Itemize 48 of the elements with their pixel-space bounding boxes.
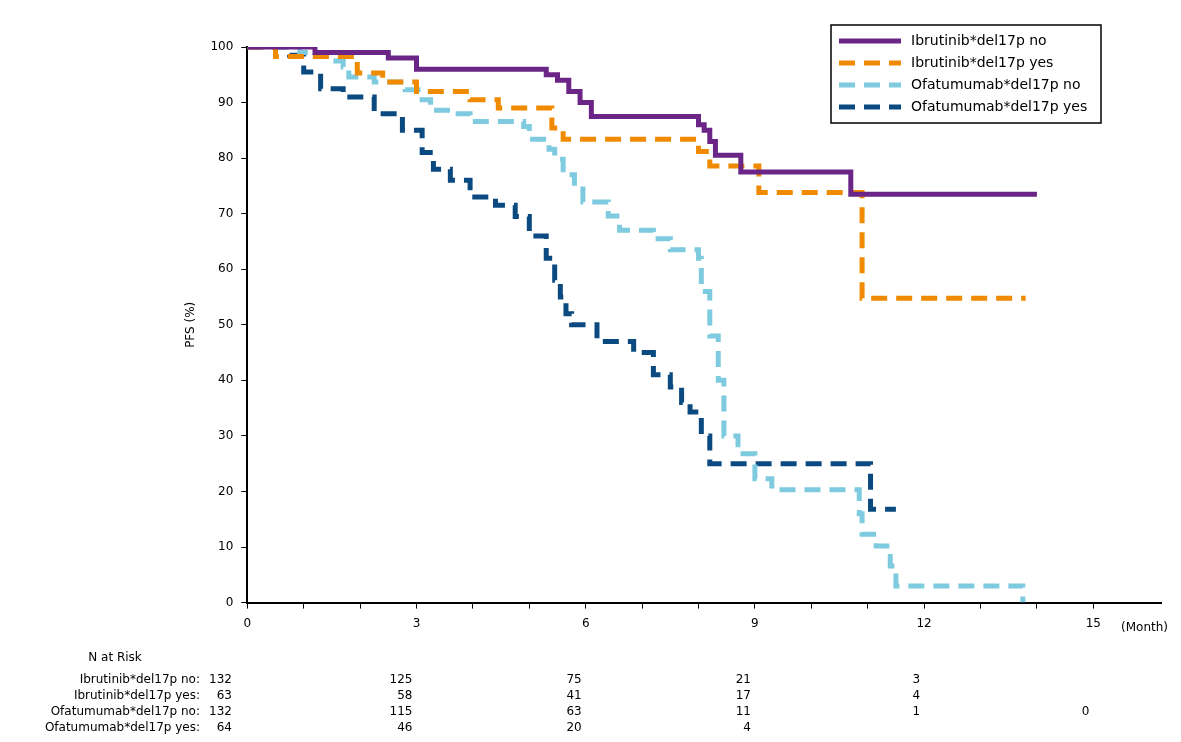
x-tick-label: 9: [751, 615, 759, 630]
y-axis-title: PFS (%): [183, 301, 198, 348]
y-tick-label: 80: [218, 150, 234, 165]
text: 63: [566, 703, 582, 718]
text: 75: [566, 671, 582, 686]
text: 1: [912, 703, 921, 718]
text: 0: [1081, 703, 1090, 718]
text: 132: [209, 671, 232, 686]
text: Ofatumumab*del17p yes:: [44, 719, 200, 734]
text: 64: [216, 719, 232, 734]
text: 4: [743, 719, 751, 734]
text: 115: [389, 703, 413, 718]
text: Ibrutinib*del17p no:: [79, 671, 200, 686]
text: N at Risk: [88, 649, 142, 664]
legend-label: Ibrutinib*del17p yes: [911, 53, 1054, 70]
x-tick-label: 15: [1085, 615, 1101, 630]
text: 41: [566, 687, 582, 702]
x-tick-label: 12: [916, 615, 932, 630]
text: 58: [397, 687, 413, 702]
y-tick-label: 0: [225, 594, 234, 609]
y-tick-label: 20: [218, 483, 234, 498]
y-tick-label: 90: [218, 94, 234, 109]
y-tick-label: 50: [218, 316, 234, 331]
text: 63: [216, 687, 232, 702]
text: 3: [912, 671, 921, 686]
y-tick-label: 60: [218, 261, 234, 276]
legend-label: Ofatumumab*del17p yes: [911, 97, 1088, 114]
text: 46: [397, 719, 413, 734]
text: 125: [389, 671, 413, 686]
y-tick-label: 100: [210, 39, 234, 54]
x-tick-label: 6: [581, 615, 590, 630]
legend-label: Ibrutinib*del17p no: [911, 31, 1047, 48]
y-tick-label: 40: [218, 372, 234, 387]
text: Ibrutinib*del17p yes:: [73, 687, 200, 702]
x-axis-title: (Month): [1121, 619, 1168, 634]
text: 4: [912, 687, 921, 702]
text: 21: [735, 671, 751, 686]
text: 132: [209, 703, 232, 718]
text: Ofatumumab*del17p no:: [50, 703, 200, 718]
text: 11: [735, 703, 751, 718]
y-tick-label: 70: [218, 205, 234, 220]
text: 17: [735, 687, 751, 702]
x-tick-label: 0: [243, 615, 252, 630]
x-tick-label: 3: [412, 615, 421, 630]
legend-label: Ofatumumab*del17p no: [911, 75, 1081, 92]
y-tick-label: 10: [218, 539, 234, 554]
text: 20: [566, 719, 582, 734]
y-tick-label: 30: [218, 428, 234, 443]
